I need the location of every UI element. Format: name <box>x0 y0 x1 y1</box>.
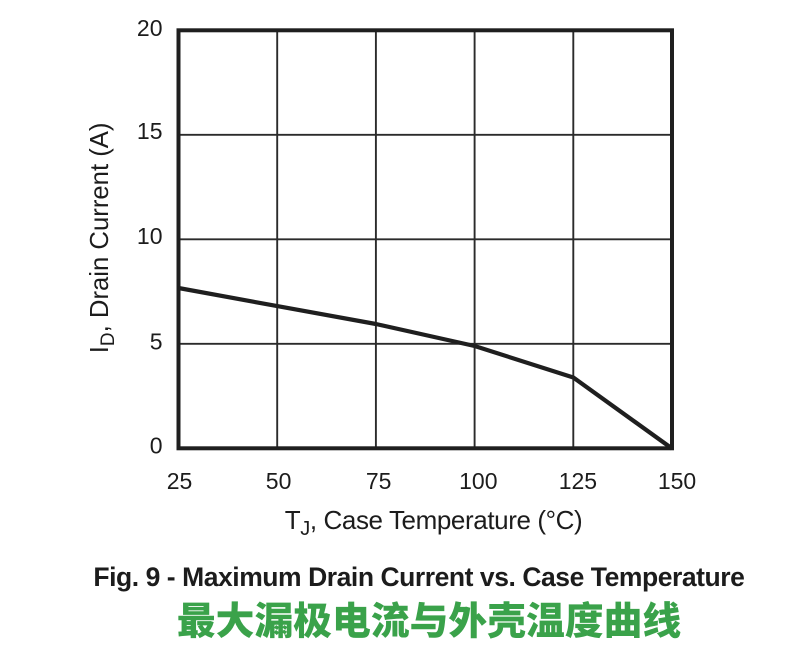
svg-text:0: 0 <box>150 433 163 459</box>
svg-text:25: 25 <box>167 468 193 494</box>
svg-text:TJ, Case Temperature (°C): TJ, Case Temperature (°C) <box>285 505 582 540</box>
svg-text:100: 100 <box>459 468 497 494</box>
svg-text:Fig. 9 - Maximum Drain Current: Fig. 9 - Maximum Drain Current vs. Case … <box>93 562 744 592</box>
svg-text:15: 15 <box>137 118 163 144</box>
svg-text:ID, Drain Current (A): ID, Drain Current (A) <box>86 123 119 354</box>
svg-text:150: 150 <box>658 468 696 494</box>
svg-text:10: 10 <box>137 223 163 249</box>
svg-text:20: 20 <box>137 15 163 41</box>
svg-text:50: 50 <box>266 468 292 494</box>
svg-text:5: 5 <box>150 328 163 354</box>
svg-text:75: 75 <box>366 468 392 494</box>
svg-text:125: 125 <box>559 468 597 494</box>
